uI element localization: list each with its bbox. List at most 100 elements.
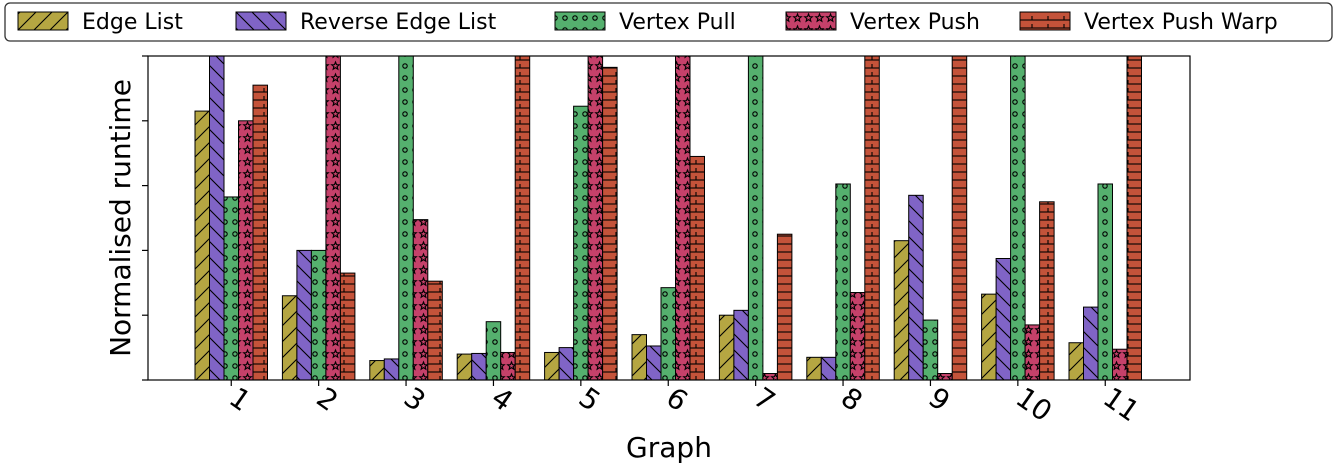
bar-edge-list-5 — [544, 351, 560, 381]
x-axis-ticks: 1 2 3 4 5 6 7 8 9 10 11 — [223, 380, 1145, 428]
x-tick-label-5: 5 — [573, 381, 607, 418]
bar-edge-list-8 — [806, 356, 822, 381]
bar-vertex-push-warp-6 — [689, 155, 705, 381]
x-tick-label-3: 3 — [398, 381, 432, 418]
bar-vertex-push-warp-7 — [776, 233, 793, 381]
bar-vertex-push-8 — [849, 292, 866, 381]
legend-swatch — [785, 11, 837, 31]
bar-vertex-push-warp-3 — [427, 280, 443, 381]
legend-swatch — [554, 11, 606, 31]
legend-item-edge-list: Edge List — [17, 10, 183, 35]
bar-vertex-pull-10 — [1010, 55, 1026, 381]
bar-vertex-pull-7 — [747, 55, 764, 381]
bar-reverse-edge-list-2 — [296, 249, 312, 381]
bar-vertex-pull-5 — [573, 105, 589, 381]
x-tick-label-7: 7 — [748, 381, 782, 418]
bar-vertex-pull-3 — [398, 55, 414, 381]
bar-group-2 — [281, 55, 356, 381]
bar-reverse-edge-list-3 — [383, 358, 400, 381]
x-axis-label: Graph — [626, 431, 712, 464]
bar-vertex-push-4 — [500, 351, 516, 381]
bar-reverse-edge-list-4 — [471, 352, 487, 381]
bar-vertex-push-6 — [675, 55, 691, 381]
bar-group-9 — [893, 55, 968, 381]
bar-vertex-push-warp-2 — [339, 272, 356, 381]
bar-edge-list-4 — [456, 353, 473, 381]
x-tick-label-11: 11 — [1097, 381, 1145, 428]
legend-item-vertex-push-warp: Vertex Push Warp — [1019, 10, 1278, 35]
bar-reverse-edge-list-7 — [733, 309, 749, 381]
legend-item-vertex-pull: Vertex Pull — [554, 10, 736, 35]
legend-swatch — [17, 11, 69, 31]
bar-reverse-edge-list-8 — [820, 356, 837, 381]
bar-reverse-edge-list-9 — [908, 194, 924, 381]
legend-swatch — [1019, 11, 1071, 31]
bar-group-6 — [631, 55, 705, 381]
bar-vertex-push-3 — [412, 219, 429, 381]
bar-vertex-push-warp-4 — [514, 55, 531, 381]
bar-group-5 — [544, 55, 618, 381]
x-tick-label-10: 10 — [1010, 381, 1058, 428]
bar-vertex-push-1 — [238, 120, 254, 381]
bar-vertex-push-2 — [325, 55, 341, 381]
legend-label: Reverse Edge List — [300, 10, 497, 35]
bar-group-4 — [456, 55, 531, 381]
bar-vertex-pull-9 — [922, 319, 939, 381]
bar-edge-list-10 — [981, 293, 997, 381]
bar-reverse-edge-list-6 — [646, 345, 662, 381]
plot-area — [147, 55, 1191, 381]
bar-edge-list-9 — [893, 240, 910, 381]
legend-item-vertex-push: Vertex Push — [785, 10, 980, 35]
bar-edge-list-3 — [369, 360, 385, 381]
y-axis-ticks — [142, 55, 148, 381]
legend-label: Edge List — [82, 10, 183, 35]
bar-reverse-edge-list-1 — [209, 55, 225, 381]
bar-vertex-push-warp-10 — [1039, 201, 1055, 381]
bar-group-3 — [369, 55, 443, 381]
bar-edge-list-1 — [194, 110, 210, 381]
x-tick-label-8: 8 — [835, 381, 869, 418]
bar-group-1 — [194, 55, 268, 381]
bar-edge-list-2 — [281, 295, 298, 381]
x-tick-label-9: 9 — [922, 381, 956, 418]
legend: Edge List Reverse Edge List Vertex Pull Ver… — [4, 2, 1333, 42]
x-tick-label-4: 4 — [485, 381, 519, 418]
bar-vertex-push-warp-5 — [602, 66, 618, 381]
bar-vertex-push-warp-1 — [252, 84, 268, 381]
bar-vertex-push-9 — [937, 373, 953, 381]
bar-vertex-pull-4 — [485, 321, 502, 381]
bar-reverse-edge-list-10 — [995, 258, 1012, 381]
bar-edge-list-11 — [1068, 342, 1084, 381]
bar-vertex-pull-11 — [1097, 183, 1113, 381]
bar-edge-list-7 — [718, 314, 735, 381]
legend-label: Vertex Pull — [619, 10, 736, 35]
plot-frame — [147, 55, 1191, 381]
legend-frame — [4, 2, 1333, 42]
legend-swatch — [235, 11, 287, 31]
bar-vertex-pull-8 — [835, 183, 851, 381]
bar-reverse-edge-list-5 — [558, 347, 575, 381]
bar-group-10 — [981, 55, 1055, 381]
x-tick-label-6: 6 — [660, 381, 694, 418]
bar-vertex-push-7 — [762, 373, 778, 381]
bar-vertex-push-5 — [587, 55, 604, 381]
bar-vertex-pull-2 — [310, 249, 327, 381]
bar-group-11 — [1068, 55, 1142, 381]
x-tick-label-1: 1 — [223, 381, 257, 418]
bar-vertex-pull-6 — [660, 287, 676, 381]
legend-label: Vertex Push Warp — [1084, 10, 1278, 35]
x-tick-label-2: 2 — [311, 381, 345, 418]
bar-vertex-push-warp-8 — [864, 55, 880, 381]
bar-vertex-push-warp-9 — [951, 55, 968, 381]
y-axis-label: Normalised runtime — [104, 79, 137, 357]
bar-vertex-push-10 — [1024, 324, 1041, 381]
bar-reverse-edge-list-11 — [1083, 306, 1099, 381]
bar-edge-list-6 — [631, 334, 647, 381]
bar-group-8 — [806, 55, 880, 381]
bar-vertex-pull-1 — [223, 196, 239, 381]
legend-label: Vertex Push — [850, 10, 980, 35]
bar-group-7 — [718, 55, 793, 381]
bar-vertex-push-11 — [1112, 348, 1128, 381]
bar-vertex-push-warp-11 — [1126, 55, 1142, 381]
